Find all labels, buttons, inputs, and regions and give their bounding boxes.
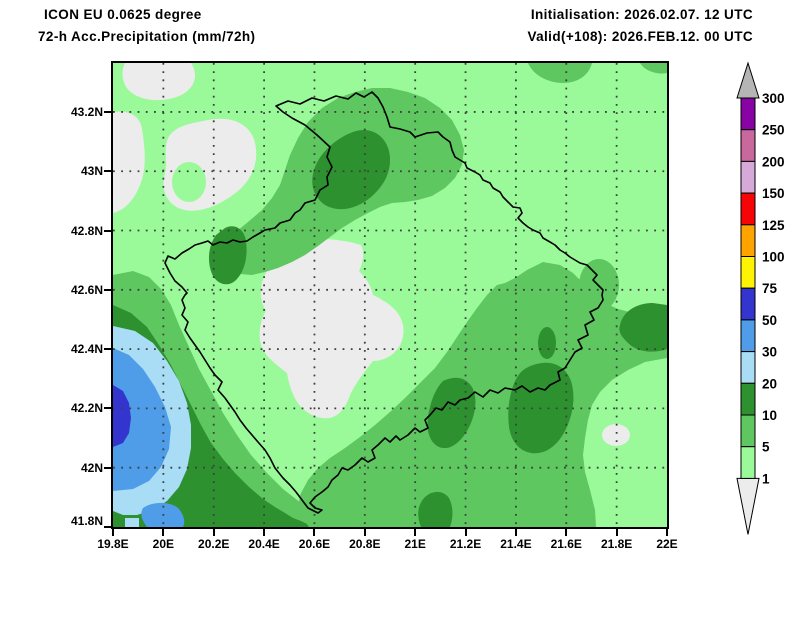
lon-tick-label: 21.2E xyxy=(449,537,482,551)
lat-tick xyxy=(104,170,111,173)
lat-tick-label: 42.2N xyxy=(70,401,103,416)
model-title: ICON EU 0.0625 degree xyxy=(44,7,202,22)
colorbar-segment xyxy=(740,351,756,384)
lon-tick xyxy=(414,529,417,536)
lon-tick-label: 22E xyxy=(656,537,678,551)
colorbar-segment xyxy=(740,446,756,479)
lon-tick-label: 20.6E xyxy=(298,537,331,551)
colorbar-over-arrow xyxy=(736,61,760,99)
colorbar-level-label: 200 xyxy=(762,154,785,169)
lon-tick xyxy=(363,529,366,536)
lat-tick xyxy=(104,229,111,232)
colorbar-level-label: 125 xyxy=(762,218,785,233)
lon-tick-label: 19.8E xyxy=(97,537,129,551)
lat-tick-label: 42.4N xyxy=(70,342,103,357)
lat-tick-label: 42N xyxy=(80,460,103,475)
precipitation-colorbar: 300 250 200 150 125 100 75 50 30 20 10 5 1 xyxy=(736,61,785,535)
colorbar-level-label: 30 xyxy=(762,345,777,360)
colorbar-level-label: 100 xyxy=(762,250,785,265)
lat-tick xyxy=(104,110,111,113)
colorbar-segment xyxy=(740,129,756,162)
lon-tick xyxy=(464,529,467,536)
lon-tick xyxy=(162,529,165,536)
colorbar-segment xyxy=(740,97,756,131)
colorbar-level-label: 150 xyxy=(762,186,785,201)
precip-shade-1-5-hole xyxy=(172,162,206,202)
product-title: 72-h Acc.Precipitation (mm/72h) xyxy=(38,29,256,44)
colorbar-level-label: 10 xyxy=(762,408,777,423)
lon-tick xyxy=(666,529,668,536)
lat-tick-label: 42.8N xyxy=(70,223,103,238)
colorbar-level-label: 250 xyxy=(762,123,785,138)
colorbar-segment xyxy=(740,192,756,226)
lon-tick xyxy=(263,529,266,536)
initialisation-time: Initialisation: 2026.02.07. 12 UTC xyxy=(530,7,753,22)
colorbar-level-label: 5 xyxy=(762,440,770,455)
lon-tick-label: 20.2E xyxy=(198,537,230,551)
lat-tick xyxy=(104,288,111,291)
colorbar-segment xyxy=(740,319,756,353)
lon-tick xyxy=(313,529,316,536)
colorbar-segment xyxy=(740,160,756,194)
map-plot-frame xyxy=(111,61,669,529)
lon-tick xyxy=(615,529,618,536)
lat-tick-label: 43.2N xyxy=(70,104,103,119)
colorbar-segment xyxy=(740,382,756,416)
lon-tick xyxy=(514,529,517,536)
colorbar-level-label: 300 xyxy=(762,91,785,106)
colorbar-segment xyxy=(740,287,756,321)
lon-tick-label: 21.8E xyxy=(600,537,633,551)
colorbar-level-label: 20 xyxy=(762,376,777,391)
lon-tick-label: 21.6E xyxy=(550,537,582,551)
valid-time: Valid(+108): 2026.FEB.12. 00 UTC xyxy=(527,29,753,44)
colorbar-level-label: 50 xyxy=(762,313,777,328)
lat-tick xyxy=(104,466,111,469)
lat-tick-label: 43N xyxy=(80,164,103,179)
colorbar-under-arrow xyxy=(736,477,760,535)
colorbar-segment xyxy=(740,224,756,258)
lon-tick xyxy=(565,529,568,536)
lat-tick xyxy=(104,407,111,410)
precip-shade-50-75-patch xyxy=(113,385,131,447)
precipitation-map-svg xyxy=(113,63,667,527)
lat-tick-label: 41.8N xyxy=(70,514,103,528)
lon-tick-label: 20.8E xyxy=(349,537,381,551)
precip-shade-below1-patches xyxy=(113,63,630,446)
colorbar-level-label: 75 xyxy=(762,281,778,296)
colorbar-level-label: 1 xyxy=(762,471,770,486)
lon-tick-label: 20.4E xyxy=(248,537,280,551)
lon-tick xyxy=(212,529,215,536)
lat-tick xyxy=(104,348,111,351)
colorbar-segment xyxy=(740,414,756,448)
lon-tick-label: 20E xyxy=(152,537,175,551)
kosovo-border-path xyxy=(164,91,604,514)
lon-tick-label: 21.4E xyxy=(500,537,532,551)
lat-tick-label: 42.6N xyxy=(70,282,103,297)
colorbar-segment xyxy=(740,256,756,289)
lat-tick xyxy=(104,526,111,528)
lon-tick xyxy=(112,529,114,536)
lon-tick-label: 21E xyxy=(404,537,426,551)
